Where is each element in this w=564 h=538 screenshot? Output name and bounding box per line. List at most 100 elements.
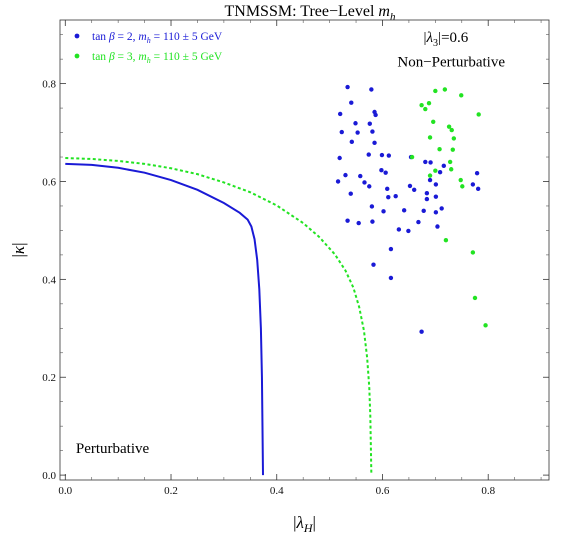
data-point-tb2	[379, 152, 385, 158]
data-point-tb2	[424, 196, 430, 202]
data-point-tb3	[427, 135, 433, 140]
series-curve-tb2	[65, 162, 264, 476]
data-point-tb2	[339, 129, 344, 135]
legend-part: = 110 ± 5 GeV	[151, 51, 223, 63]
data-point-tb3	[449, 167, 454, 172]
data-point-tb3	[446, 124, 452, 129]
legend-marker-tb3	[74, 53, 80, 59]
annotation-part: |	[424, 30, 427, 46]
data-point-tb2	[433, 210, 439, 215]
data-point-tb2	[335, 179, 341, 184]
legend-entry-tb2: tan β = 2, mh = 110 ± 5 GeV	[92, 31, 223, 45]
plot-frame	[59, 19, 550, 481]
data-point-tb3	[451, 136, 457, 141]
y-tick-label: 0.4	[42, 274, 56, 286]
data-point-tb2	[343, 172, 348, 178]
x-axis-label-sub: H	[303, 521, 314, 535]
data-point-tb2	[437, 169, 443, 175]
x-axis-label-open: |	[293, 513, 296, 532]
x-tick-label: 0.6	[376, 485, 390, 497]
data-point-tb2	[386, 153, 392, 158]
y-tick-label: 0.6	[42, 176, 56, 188]
data-point-tb3	[442, 87, 448, 92]
x-axis-label: |λH|	[293, 513, 316, 535]
data-point-tb2	[366, 152, 371, 157]
data-point-tb2	[345, 218, 350, 223]
legend-part: h	[147, 56, 151, 65]
data-point-tb3	[419, 102, 424, 108]
data-point-tb3	[426, 100, 432, 106]
data-point-tb2	[369, 87, 374, 92]
annotation-lambda3: |λ3|=0.6	[424, 30, 469, 49]
legend-part: = 110 ± 5 GeV	[151, 31, 223, 43]
y-axis-label-open: |	[9, 254, 28, 257]
data-point-tb2	[370, 219, 375, 224]
annotation-nonpert: Non−Perturbative	[397, 54, 505, 70]
legend-part: m	[138, 31, 146, 43]
data-point-tb2	[433, 194, 439, 199]
data-point-tb2	[470, 182, 476, 187]
y-tick-label: 0.8	[42, 79, 56, 91]
y-axis-label: |κ|	[9, 243, 28, 258]
legend-entry-tb3: tan β = 3, mh = 110 ± 5 GeV	[92, 51, 223, 65]
data-point-tb2	[337, 111, 343, 117]
data-point-tb2	[406, 228, 411, 234]
data-point-tb2	[337, 155, 342, 161]
data-point-tb2	[396, 227, 402, 232]
data-point-tb2	[427, 177, 433, 183]
chart-title-main: TNMSSM: Tree−Level	[225, 3, 379, 20]
data-point-tb2	[407, 183, 413, 189]
data-point-tb2	[423, 159, 428, 165]
data-point-tb3	[460, 184, 465, 189]
legend-part: β	[108, 31, 115, 43]
data-point-tb2	[388, 246, 394, 252]
data-point-tb3	[423, 106, 428, 112]
data-point-tb2	[386, 194, 391, 200]
data-point-tb2	[388, 275, 394, 281]
data-point-tb3	[483, 323, 488, 328]
data-point-tb3	[433, 168, 438, 173]
data-point-tb3	[472, 295, 478, 301]
data-point-tb2	[439, 206, 444, 211]
legend-part: = 3,	[115, 51, 139, 63]
data-point-tb2	[393, 193, 398, 199]
data-point-tb2	[369, 204, 375, 209]
plot-area: 0.0 0.2 0.4 0.6 0.8 0.0 0.2 0.4 0.6 0.8 tan β = 2,…	[42, 19, 550, 497]
data-point-tb3	[470, 250, 476, 255]
x-axis-label-close: |	[313, 513, 316, 532]
data-point-tb2	[348, 191, 353, 196]
legend-part: β	[108, 51, 115, 63]
data-point-tb2	[373, 112, 378, 118]
data-point-tb3	[427, 173, 433, 178]
annotation-pert: Perturbative	[76, 441, 150, 457]
legend-part: tan	[92, 51, 109, 63]
data-point-tb2	[356, 220, 361, 226]
annotation-part: λ	[426, 30, 434, 46]
data-point-tb2	[371, 262, 376, 267]
data-point-tb2	[424, 191, 430, 196]
data-point-tb2	[349, 100, 354, 105]
data-point-tb2	[428, 160, 433, 165]
legend-part: = 2,	[115, 31, 139, 43]
data-point-tb2	[411, 187, 417, 193]
data-point-tb2	[353, 121, 358, 126]
data-point-tb2	[379, 168, 384, 173]
data-point-tb2	[421, 208, 426, 214]
data-point-tb3	[449, 127, 454, 133]
data-point-tb2	[401, 208, 407, 213]
annotation-part: 3	[433, 38, 438, 49]
x-tick-label: 0.4	[270, 485, 284, 497]
data-point-tb2	[355, 130, 360, 135]
y-axis-label-close: |	[9, 243, 28, 246]
data-point-tb2	[383, 170, 388, 175]
data-point-tb2	[381, 209, 386, 214]
data-point-tb2	[385, 186, 390, 192]
data-point-tb3	[431, 119, 436, 124]
data-point-tb3	[409, 154, 415, 160]
data-point-tb2	[419, 329, 424, 334]
x-axis-label-var: λ	[295, 513, 303, 532]
series-curve-tb3	[65, 157, 373, 476]
y-tick-label: 0.0	[42, 470, 56, 482]
annotation-part: =0.6	[441, 30, 469, 46]
